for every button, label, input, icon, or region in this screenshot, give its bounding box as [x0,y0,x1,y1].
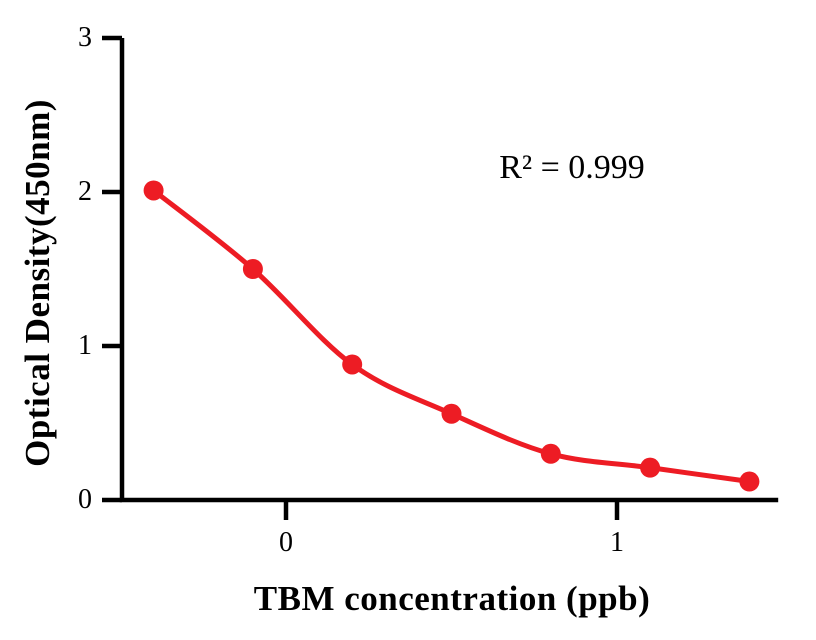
r-squared-annotation: R² = 0.999 [499,149,645,186]
fit-curve [152,188,750,484]
y-tick-label: 3 [78,22,92,53]
data-point [540,443,561,464]
y-tick-label: 1 [78,330,92,361]
data-point [143,180,164,201]
data-point [342,354,363,375]
y-tick-label: 2 [78,176,92,207]
axis-spine [119,38,779,503]
x-axis-title: TBM concentration (ppb) [253,579,651,618]
data-point [242,259,263,279]
data-point [640,457,661,478]
x-tick-label: 0 [279,527,293,558]
x-tick-label: 1 [610,527,624,558]
y-axis-title: Optical Density(450nm) [18,99,57,467]
y-tick-label: 0 [78,484,92,515]
data-point [441,403,462,424]
data-point [739,471,760,492]
